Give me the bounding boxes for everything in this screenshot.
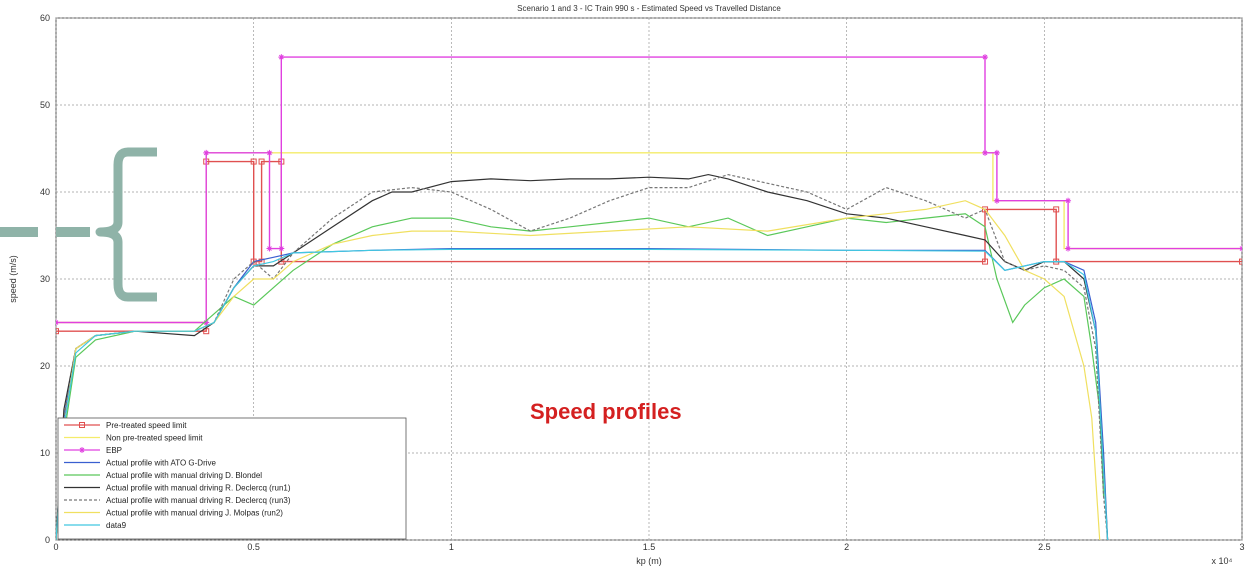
series-line-1 (56, 160, 1242, 332)
legend-label-6: Actual profile with manual driving R. De… (106, 484, 291, 493)
y-tick-label: 50 (40, 100, 50, 110)
y-tick-label: 60 (40, 13, 50, 23)
series-marker-3 (993, 197, 1000, 204)
speed-profiles-annotation: Speed profiles (530, 399, 682, 424)
x-tick-label: 1.5 (643, 542, 656, 552)
x-tick-label: 3 (1239, 542, 1244, 552)
legend-label-2: Non pre-treated speed limit (106, 434, 203, 443)
series-group (56, 54, 1242, 540)
series-marker-3 (266, 149, 273, 156)
x-tick-label: 0.5 (247, 542, 260, 552)
series-marker-3 (203, 149, 210, 156)
series-marker-1 (56, 328, 59, 335)
y-tick-label: 10 (40, 448, 50, 458)
series-marker-3 (1065, 245, 1072, 252)
x-tick-label: 0 (53, 542, 58, 552)
series-line-9 (56, 248, 1109, 540)
x-axis-label: kp (m) (636, 556, 662, 566)
series-marker-1 (982, 206, 989, 213)
chart-title: Scenario 1 and 3 - IC Train 990 s - Esti… (517, 4, 781, 13)
bracket-overlay (0, 147, 157, 302)
series-marker-1 (982, 258, 989, 265)
x-tick-label: 2.5 (1038, 542, 1051, 552)
series-marker-3 (278, 245, 285, 252)
legend-label-3: EBP (106, 446, 122, 455)
series-marker-3 (266, 245, 273, 252)
series-marker-3 (1065, 197, 1072, 204)
legend-label-5: Actual profile with manual driving D. Bl… (106, 471, 262, 480)
legend-box (57, 417, 407, 540)
x-axis-exponent: x 10⁴ (1212, 556, 1233, 566)
legend-label-4: Actual profile with ATO G-Drive (106, 459, 217, 468)
legend: Pre-treated speed limit Non pre-treated s… (57, 417, 407, 540)
legend-marker-1 (79, 422, 85, 428)
series-line-3 (56, 56, 1242, 324)
y-tick-label: 20 (40, 361, 50, 371)
curly-brace-icon (95, 147, 157, 302)
series-marker-1 (1239, 258, 1242, 265)
series-marker-3 (993, 149, 1000, 156)
y-tick-label: 40 (40, 187, 50, 197)
series-marker-1 (1053, 206, 1060, 213)
y-axis-label: speed (m/s) (8, 255, 18, 303)
series-marker-1 (203, 328, 210, 335)
series-marker-3 (982, 149, 989, 156)
series-marker-1 (258, 158, 265, 165)
legend-label-7: Actual profile with manual driving R. De… (106, 496, 291, 505)
series-marker-3 (278, 54, 285, 61)
series-marker-3 (982, 54, 989, 61)
legend-marker-3 (79, 447, 85, 453)
x-tick-label: 2 (844, 542, 849, 552)
series-marker-1 (250, 158, 257, 165)
x-tick-label: 1 (449, 542, 454, 552)
legend-label-1: Pre-treated speed limit (106, 421, 187, 430)
series-marker-1 (278, 258, 285, 265)
series-line-5 (56, 213, 1105, 540)
legend-label-8: Actual profile with manual driving J. Mo… (106, 509, 283, 518)
series-marker-3 (203, 319, 210, 326)
y-tick-label: 0 (45, 535, 50, 545)
y-tick-label: 30 (40, 274, 50, 284)
legend-label-9: data9 (106, 521, 127, 530)
